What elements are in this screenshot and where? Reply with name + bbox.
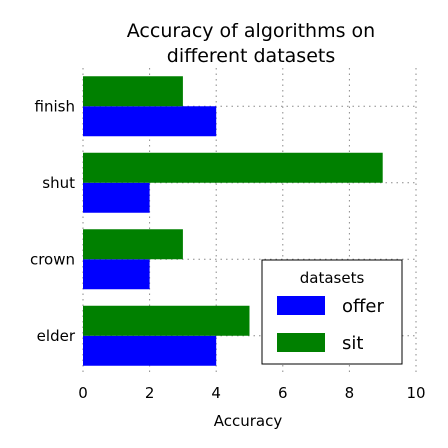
bar-offer-crown <box>83 259 150 290</box>
bar-offer-shut <box>83 182 150 213</box>
bar-sit-shut <box>83 152 383 183</box>
y-tick-label: elder <box>37 327 76 345</box>
chart-title-line-1: Accuracy of algorithms on <box>127 20 375 42</box>
bar-offer-elder <box>83 335 217 366</box>
legend-swatch-offer <box>277 296 325 315</box>
x-tick-label: 4 <box>211 384 221 402</box>
x-tick-labels: 0 2 4 6 8 10 <box>78 384 425 402</box>
bar-sit-elder <box>83 305 250 336</box>
x-axis-label: Accuracy <box>214 412 283 430</box>
x-tick-label: 0 <box>78 384 88 402</box>
legend: datasets offer sit <box>261 259 403 365</box>
chart-title-line-2: different datasets <box>167 45 335 67</box>
legend-label-offer: offer <box>342 296 384 317</box>
legend-label-sit: sit <box>342 333 363 354</box>
legend-title: datasets <box>300 269 365 287</box>
x-tick-label: 10 <box>406 384 425 402</box>
bar-sit-crown <box>83 229 183 260</box>
y-tick-labels: elder crown shut finish <box>30 97 76 345</box>
x-tick-label: 6 <box>278 384 288 402</box>
x-tick-label: 8 <box>345 384 355 402</box>
x-tick-label: 2 <box>145 384 155 402</box>
bar-sit-finish <box>83 76 183 107</box>
bars <box>83 76 383 366</box>
y-tick-label: finish <box>35 97 75 115</box>
bar-offer-finish <box>83 106 217 137</box>
legend-swatch-sit <box>277 333 325 352</box>
y-tick-label: shut <box>42 174 75 192</box>
y-tick-label: crown <box>30 250 75 268</box>
